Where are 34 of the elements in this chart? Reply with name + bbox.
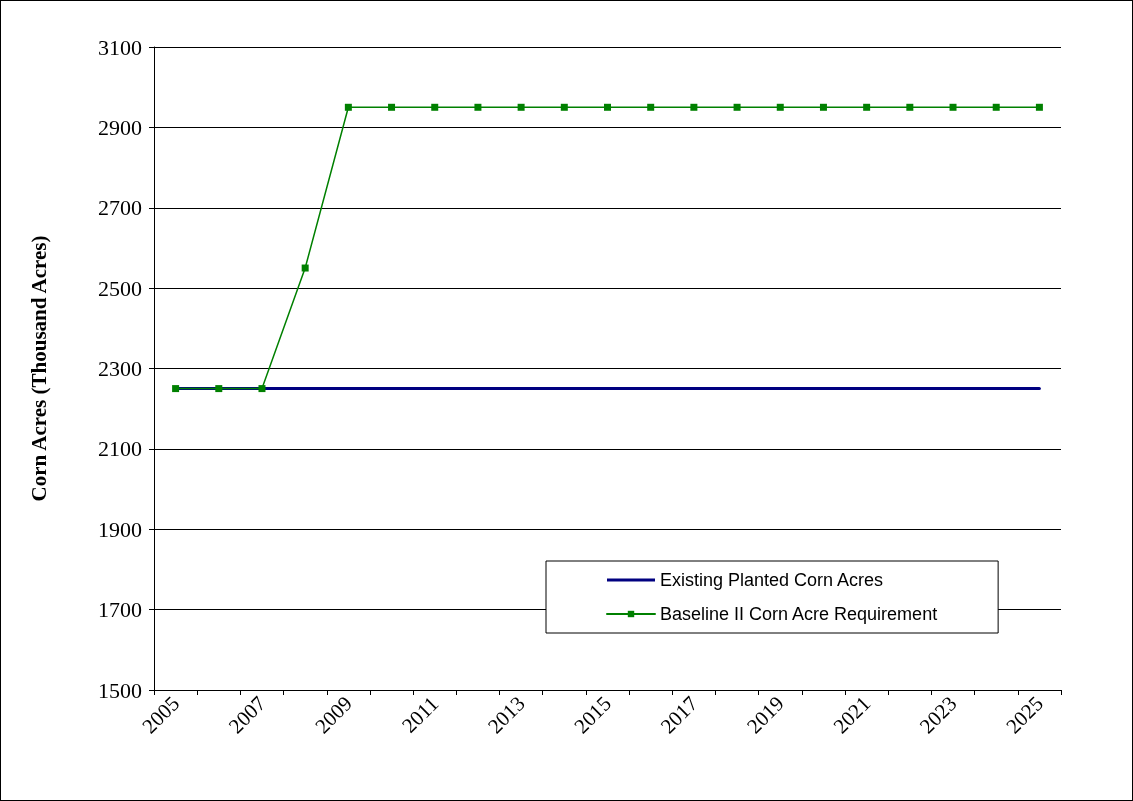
point (647, 103, 655, 111)
y-tick-label: 1500 (98, 677, 142, 703)
point (992, 103, 1000, 111)
point (1035, 103, 1043, 111)
legend-label: Baseline II Corn Acre Requirement (660, 604, 938, 624)
point (776, 103, 784, 111)
point (604, 103, 611, 111)
y-tick-label: 2500 (98, 275, 142, 301)
point (517, 103, 525, 111)
point (388, 103, 396, 111)
y-tick-label: 2100 (98, 436, 142, 462)
y-tick-label: 1900 (98, 516, 142, 542)
y-tick-label: 1700 (98, 597, 142, 623)
y-tick-label: 2300 (98, 356, 142, 381)
point (258, 385, 266, 393)
y-tick-label: 2900 (98, 114, 142, 140)
point (949, 103, 957, 111)
legend-label: Existing Planted Corn Acres (660, 570, 884, 590)
point (431, 103, 439, 111)
point (301, 264, 309, 272)
point (863, 103, 871, 111)
point (344, 103, 352, 111)
point (690, 103, 698, 111)
point (172, 385, 180, 393)
point (215, 385, 223, 393)
y-tick-label: 3100 (98, 34, 142, 60)
point (474, 103, 482, 111)
point (906, 103, 914, 111)
point (819, 103, 827, 111)
y-tick-label: 2700 (98, 195, 142, 221)
point (733, 103, 741, 111)
point (560, 103, 568, 111)
y-axis-title: Corn Acres (Thousand Acres) (26, 235, 51, 502)
x-tick-label: 2011 (397, 691, 444, 738)
